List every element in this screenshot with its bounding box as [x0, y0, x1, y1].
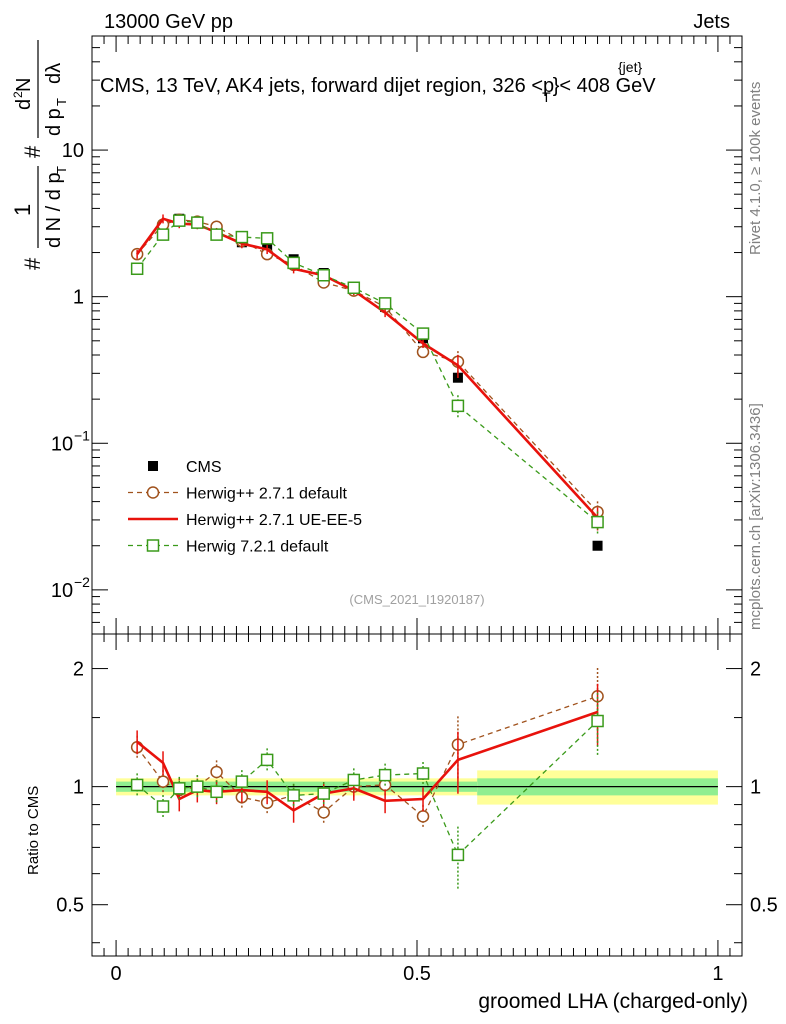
header-left: 13000 GeV pp	[104, 11, 233, 33]
main-y-label-text: #	[20, 257, 45, 270]
main-y-label-frac2-den: d p	[43, 108, 65, 136]
ratio-point-2-4	[210, 785, 223, 799]
legend-entry-3: Herwig 7.2.1 default	[128, 539, 329, 556]
ratio-point-2-7	[287, 789, 300, 802]
ratio-plot	[130, 668, 604, 889]
legend-entry-2: Herwig++ 2.7.1 UE-EE-5	[128, 512, 362, 529]
legend-marker-0	[148, 461, 158, 471]
ratio-ytick-label-right: 1	[750, 777, 761, 799]
ratio-series-2	[130, 692, 604, 889]
ratio-point-2-9	[347, 773, 361, 787]
main-y-label-frac1-den: d N / d p	[43, 172, 65, 248]
ratio-point-2-10	[378, 768, 392, 782]
xtick-label: 0	[111, 963, 122, 985]
main-y-label-hash2: #	[20, 145, 45, 158]
plot-title-sup: {jet}	[618, 59, 642, 75]
main-y-label-frac1-num: 1	[10, 204, 35, 216]
main-series-3	[130, 214, 604, 535]
ratio-point-2-3	[191, 780, 204, 793]
legend-entry-0: CMS	[148, 459, 222, 476]
main-point-3-11	[416, 327, 430, 340]
ratio-ytick-label: 0.5	[56, 895, 84, 917]
main-point-3-5	[235, 230, 249, 244]
main-point-3-13	[591, 515, 604, 529]
main-ytick-exponent: −1	[74, 427, 90, 443]
analysis-id: (CMS_2021_I1920187)	[349, 592, 484, 607]
legend-label-0: CMS	[186, 459, 222, 476]
main-point-3-10	[378, 297, 392, 310]
ratio-point-2-5	[235, 775, 249, 788]
ratio-point-2-1	[156, 800, 170, 813]
plot-title-end: }< 408 GeV	[553, 75, 657, 97]
ratio-point-0-11	[416, 810, 430, 823]
ratio-point-0-1	[156, 775, 170, 788]
plot-title-sub: T	[542, 89, 551, 105]
ratio-point-2-8	[317, 787, 330, 800]
main-y-label-frac2-den-lambda: dλ	[43, 63, 65, 84]
main-y-label-frac2-num-n: N	[13, 78, 35, 92]
legend-marker-3	[146, 539, 160, 552]
main-point-3-0	[130, 262, 144, 276]
main-ytick-label: 10	[51, 580, 73, 602]
main-ytick-exponent: −2	[74, 574, 90, 590]
plot-title-main: CMS, 13 TeV, AK4 jets, forward dijet reg…	[100, 75, 554, 97]
legend-entry-1: Herwig++ 2.7.1 default	[128, 486, 348, 503]
main-point-1-11	[416, 345, 430, 359]
main-y-label-frac2-num: d	[13, 99, 35, 110]
ratio-ytick-label: 1	[73, 777, 84, 799]
ratio-point-2-13	[591, 714, 604, 728]
main-point-3-6	[260, 232, 274, 245]
side-label-bottom: mcplots.cern.ch [arXiv:1306.3436]	[747, 403, 764, 630]
ratio-point-0-8	[317, 806, 330, 819]
main-point-3-8	[317, 269, 330, 282]
side-label-top: Rivet 4.1.0, ≥ 100k events	[747, 82, 764, 255]
legend: CMS Herwig++ 2.7.1 default Herwig++ 2.7.1 …	[128, 459, 362, 556]
main-point-0-13	[592, 540, 603, 551]
legend-marker-1	[146, 486, 160, 499]
main-point-3-4	[210, 228, 223, 241]
main-series-1	[130, 213, 604, 525]
main-y-label-frac1-den-sub: T	[54, 166, 69, 174]
ratio-series-0	[130, 668, 604, 829]
header-right: Jets	[693, 11, 730, 33]
main-point-3-9	[347, 281, 361, 295]
ratio-y-axis-label: Ratio to CMS	[25, 786, 42, 875]
main-ytick-label: 10	[62, 140, 84, 162]
x-axis-label: groomed LHA (charged-only)	[478, 990, 748, 1013]
main-series-2	[136, 214, 599, 531]
ratio-ytick-label-right: 2	[750, 659, 761, 681]
ratio-ytick-label-right: 0.5	[750, 895, 778, 917]
plot-title: CMS, 13 TeV, AK4 jets, forward dijet reg…	[100, 75, 656, 105]
legend-label-3: Herwig 7.2.1 default	[186, 539, 329, 556]
main-ytick-label: 10	[51, 433, 73, 455]
main-y-label-frac2-num-sup: 2	[11, 91, 25, 98]
main-plot	[130, 213, 604, 551]
main-point-3-7	[287, 256, 300, 270]
main-ytick-label: 1	[73, 287, 84, 309]
main-y-label-frac2-den-sub: T	[54, 98, 69, 106]
main-point-3-12	[451, 399, 465, 413]
ratio-point-2-12	[451, 848, 465, 862]
ratio-point-0-4	[210, 765, 223, 779]
ratio-point-2-6	[260, 753, 274, 767]
main-line-3	[136, 220, 599, 523]
legend-label-2: Herwig++ 2.7.1 UE-EE-5	[186, 512, 362, 529]
main-y-axis-label: # 1 d N / d p T # d 2 N d p T dλ	[10, 40, 69, 270]
xtick-label: 0.5	[403, 963, 431, 985]
xtick-label: 1	[712, 963, 723, 985]
ratio-point-2-2	[173, 782, 186, 795]
legend-label-1: Herwig++ 2.7.1 default	[186, 486, 348, 503]
ratio-line-2	[136, 720, 599, 857]
ratio-point-2-0	[130, 778, 144, 792]
main-point-3-3	[191, 216, 204, 229]
main-point-3-1	[156, 228, 170, 241]
main-point-3-2	[173, 214, 186, 227]
ratio-ytick-label: 2	[73, 659, 84, 681]
ratio-point-2-11	[416, 767, 430, 780]
ratio-line-1	[136, 710, 599, 812]
